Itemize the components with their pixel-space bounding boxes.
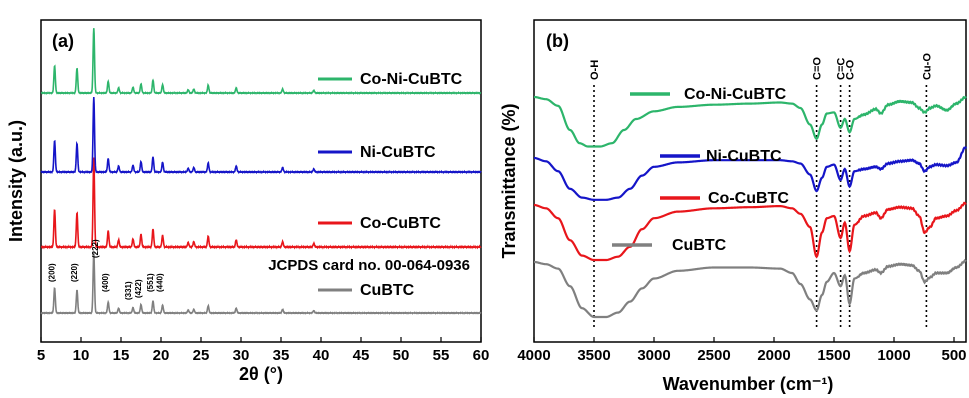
ftir-series-line	[533, 95, 967, 148]
panel-a-legend-label: Co-Ni-CuBTC	[360, 71, 463, 88]
panel-b-x-ticks: 4000 3500 3000 2500 2000 1500 1000 500	[517, 337, 967, 364]
ftir-series-line	[533, 201, 967, 262]
panel-b-band-markers: O-H C=O C=CC-O Cu-O	[589, 53, 933, 330]
panel-a-legend-label: Ni-CuBTC	[360, 144, 436, 161]
band-label: C=C	[836, 58, 848, 80]
panel-b-frame	[533, 19, 967, 343]
panel-b-x-tick-label: 1000	[877, 347, 910, 364]
hkl-label: (440)	[156, 273, 165, 292]
ftir-series-line	[533, 146, 967, 201]
panel-b-xlabel: Wavenumber (cm⁻¹)	[663, 374, 834, 394]
band-label: C=O	[812, 57, 824, 80]
ftir-series-line	[533, 258, 967, 319]
hkl-label: (200)	[48, 263, 57, 282]
panel-a-x-tick-label: 55	[433, 347, 450, 364]
panel-b-x-tick-label: 1500	[817, 347, 850, 364]
panel-a-x-tick-label: 45	[353, 347, 370, 364]
panel-a-x-tick-label: 60	[473, 347, 490, 364]
hkl-label: (400)	[101, 273, 110, 292]
panel-a-x-ticks: 5 10 15 20 25 30 35 40 45 50 55 60	[37, 337, 490, 364]
panel-b-x-tick-label: 500	[941, 347, 966, 364]
xrd-series-line	[40, 28, 482, 95]
panel-b-label: (b)	[546, 31, 569, 51]
panel-a-x-tick-label: 30	[233, 347, 250, 364]
panel-b-series	[533, 95, 967, 319]
panel-b-ylabel: Transmittance (%)	[499, 103, 519, 258]
band-label: C-O	[845, 59, 857, 80]
panel-a-x-tick-label: 40	[313, 347, 330, 364]
panel-b-x-tick-label: 2500	[697, 347, 730, 364]
panel-a-x-tick-label: 10	[73, 347, 90, 364]
panel-a-hkl-labels: (200) (220) (222) (400) (331) (422) (551) (440)	[48, 239, 165, 300]
panel-a: (a) Intensity (a.u.) 2θ (°) JCPDS card n…	[6, 19, 490, 384]
panel-a-x-tick-label: 20	[153, 347, 170, 364]
panel-a-x-tick-label: 15	[113, 347, 130, 364]
xrd-series-line	[40, 157, 482, 250]
panel-b: (b) Transmittance (%) Wavenumber (cm⁻¹) …	[499, 19, 967, 394]
panel-b-legend-label: Co-Ni-CuBTC	[684, 86, 787, 103]
panel-a-legend-label: CuBTC	[360, 282, 415, 299]
band-label: Cu-O	[921, 53, 933, 80]
panel-a-legend-label: Co-CuBTC	[360, 215, 441, 232]
panel-b-x-tick-label: 3500	[577, 347, 610, 364]
panel-b-x-tick-label: 4000	[517, 347, 550, 364]
hkl-label: (220)	[70, 263, 79, 282]
panel-b-x-tick-label: 3000	[637, 347, 670, 364]
hkl-label: (331)	[124, 281, 133, 300]
panel-a-legend: CuBTC Co-CuBTC Ni-CuBTC Co-Ni-CuBTC	[318, 71, 463, 299]
panel-a-label: (a)	[52, 31, 74, 51]
band-label: O-H	[589, 60, 601, 80]
panel-a-ylabel: Intensity (a.u.)	[6, 120, 26, 242]
hkl-label: (422)	[134, 279, 143, 298]
panel-b-legend-label: Co-CuBTC	[708, 190, 789, 207]
panel-a-frame	[40, 19, 482, 343]
xrd-series-line	[40, 96, 482, 175]
panel-a-x-tick-label: 5	[37, 347, 45, 364]
panel-a-x-tick-label: 50	[393, 347, 410, 364]
panel-b-legend-label: CuBTC	[672, 237, 727, 254]
xrd-series-line	[40, 252, 482, 315]
panel-b-legend: Co-Ni-CuBTC Ni-CuBTC Co-CuBTC CuBTC	[612, 86, 789, 254]
panel-b-x-tick-label: 2000	[757, 347, 790, 364]
hkl-label: (551)	[146, 273, 155, 292]
panel-a-series	[40, 28, 482, 315]
panel-a-x-tick-label: 25	[193, 347, 210, 364]
panel-a-xlabel: 2θ (°)	[239, 364, 283, 384]
panel-a-x-tick-label: 35	[273, 347, 290, 364]
panel-b-legend-label: Ni-CuBTC	[706, 148, 782, 165]
hkl-label: (222)	[91, 239, 100, 258]
jcpds-annotation: JCPDS card no. 00-064-0936	[268, 257, 470, 274]
